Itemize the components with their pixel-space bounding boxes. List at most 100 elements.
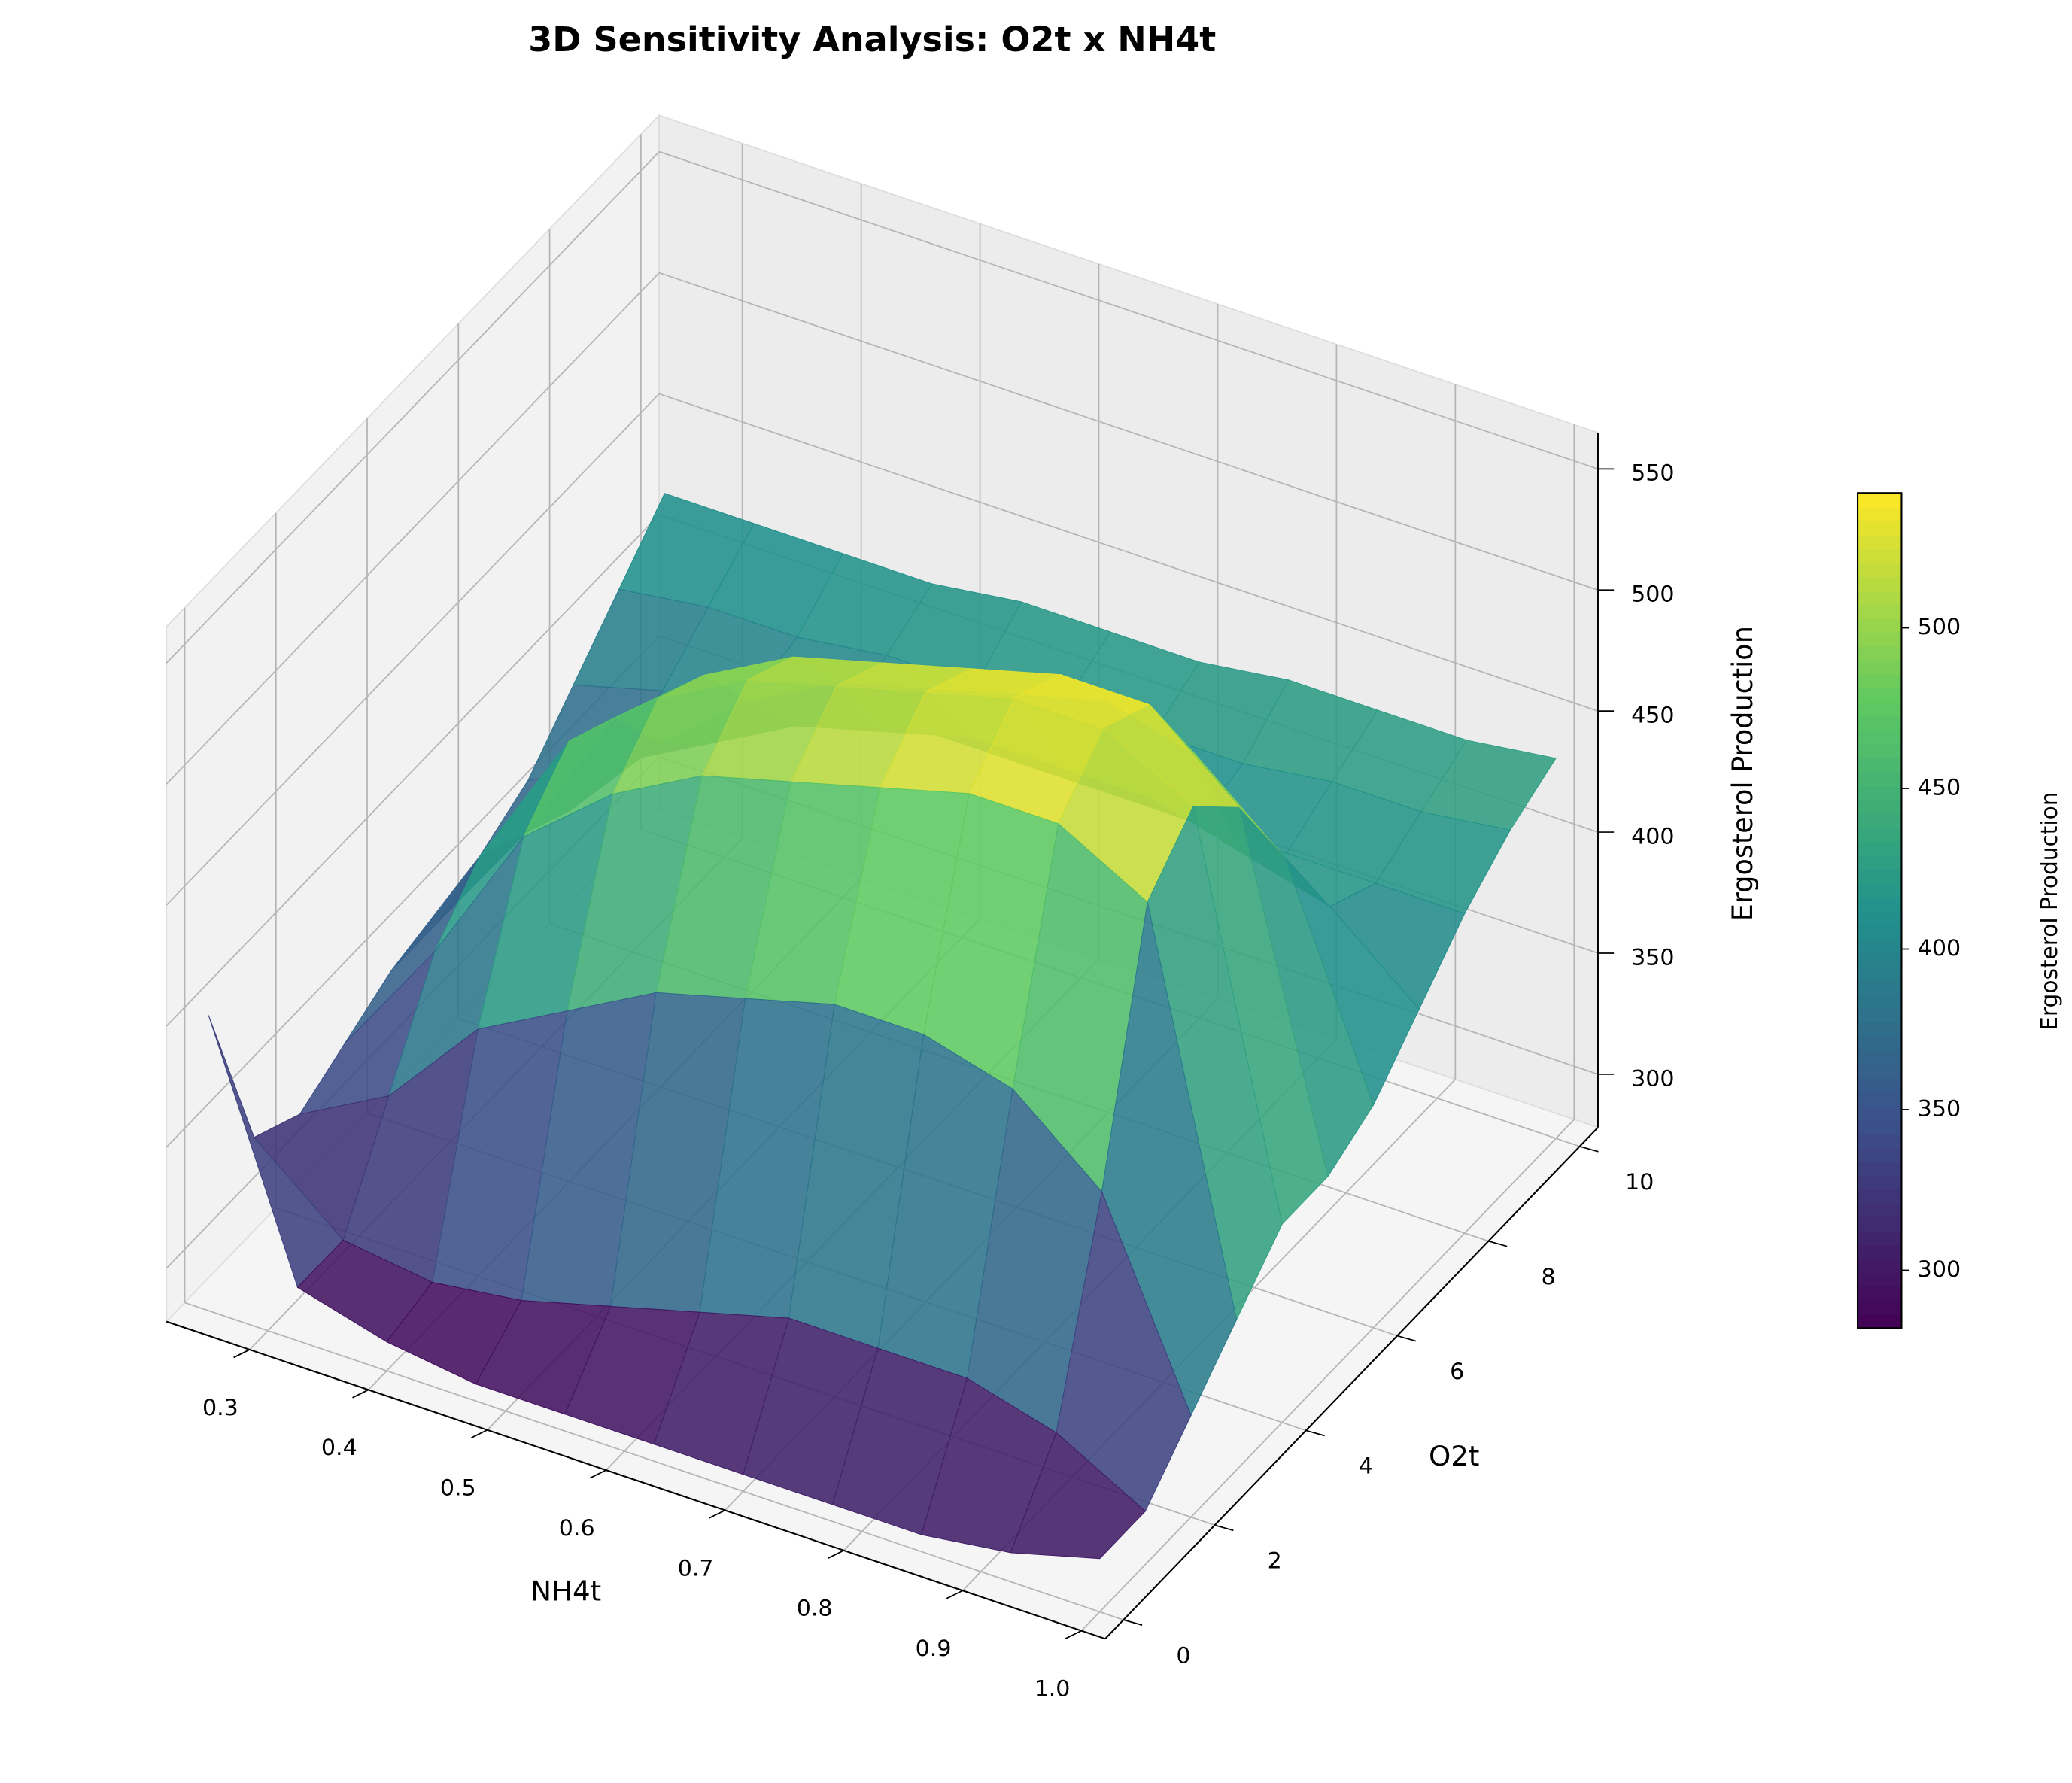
grid-line — [658, 150, 1599, 470]
z-tick-label: 550 — [1631, 460, 1674, 487]
colorbar-segment — [1858, 966, 1902, 981]
colorbar-segment — [1858, 1189, 1902, 1204]
x-tick — [827, 1550, 844, 1560]
colorbar-frame — [1856, 492, 1903, 1329]
colorbar-segment — [1858, 771, 1902, 786]
grid-line — [166, 272, 660, 785]
colorbar-segment — [1858, 729, 1902, 745]
colorbar-segment — [1858, 938, 1902, 953]
y-tick-label: 0 — [1176, 1643, 1190, 1669]
colorbar-segment — [1858, 757, 1902, 773]
grid-line — [658, 393, 1599, 712]
colorbar-tick-label: 350 — [1918, 1096, 1961, 1122]
y-tick — [1488, 1240, 1508, 1247]
colorbar-segment — [1858, 1147, 1902, 1162]
colorbar-segment — [1858, 534, 1902, 550]
colorbar-tick-label: 450 — [1918, 775, 1961, 801]
x-tick — [352, 1389, 369, 1399]
grid-line — [184, 1302, 1124, 1620]
colorbar-segment — [1858, 632, 1902, 647]
colorbar-tick-label: 400 — [1918, 935, 1961, 961]
colorbar-segment — [1858, 1258, 1902, 1274]
y-tick-label: 4 — [1359, 1453, 1373, 1480]
colorbar-segment — [1858, 813, 1902, 828]
colorbar-segment — [1858, 1300, 1902, 1315]
colorbar-segment — [1858, 1091, 1902, 1107]
y-tick-label: 10 — [1625, 1169, 1654, 1195]
colorbar-segment — [1858, 660, 1902, 675]
colorbar-segment — [1858, 590, 1902, 606]
colorbar-segment — [1858, 1077, 1902, 1092]
colorbar-segment — [1858, 799, 1902, 814]
colorbar-segment — [1858, 924, 1902, 940]
colorbar-segment — [1858, 743, 1902, 758]
x-tick-label: 0.6 — [559, 1515, 595, 1542]
z-tick-label: 400 — [1631, 824, 1674, 850]
colorbar-segment — [1858, 562, 1902, 578]
z-tick-label: 300 — [1631, 1065, 1674, 1092]
y-tick-label: 2 — [1268, 1548, 1282, 1575]
x-tick-label: 1.0 — [1034, 1676, 1071, 1703]
z-tick-label: 450 — [1631, 703, 1674, 729]
x-tick — [1065, 1630, 1082, 1639]
x-tick — [708, 1509, 725, 1519]
surface-patch — [1010, 1432, 1147, 1560]
colorbar-segment — [1858, 506, 1902, 522]
colorbar-segment — [1858, 1230, 1902, 1246]
z-tick-label: 350 — [1631, 945, 1674, 971]
colorbar-segment — [1858, 604, 1902, 619]
x-tick-label: 0.5 — [440, 1475, 476, 1502]
grid-line — [166, 514, 660, 1027]
colorbar-segment — [1858, 1174, 1902, 1190]
axis-line — [166, 1320, 1106, 1640]
colorbar-segment — [1858, 896, 1902, 912]
x-tick-label: 0.7 — [678, 1556, 714, 1582]
colorbar-segment — [1858, 1161, 1902, 1176]
y-tick — [1579, 1146, 1599, 1153]
y-tick-label: 6 — [1450, 1359, 1464, 1385]
colorbar-segment — [1858, 673, 1902, 689]
colorbar-segment — [1858, 1286, 1902, 1302]
grid-line — [658, 272, 1599, 591]
colorbar-segment — [1858, 1272, 1902, 1287]
colorbar-segment — [1858, 493, 1902, 508]
colorbar-segment — [1858, 1105, 1902, 1120]
colorbar-segment — [1858, 1049, 1902, 1065]
y-tick — [1123, 1619, 1143, 1626]
colorbar-segment — [1858, 645, 1902, 661]
colorbar-segment — [1858, 980, 1902, 995]
grid-line — [166, 393, 660, 906]
colorbar-segment — [1858, 1063, 1902, 1079]
y-tick — [1214, 1524, 1234, 1532]
colorbar-segment — [1858, 1202, 1902, 1218]
colorbar-tick-label: 300 — [1918, 1256, 1961, 1283]
colorbar-segment — [1858, 715, 1902, 731]
colorbar-segment — [1858, 1022, 1902, 1037]
colorbar-segment — [1858, 785, 1902, 800]
colorbar-segment — [1858, 882, 1902, 898]
grid-line — [166, 151, 660, 664]
x-axis-label: NH4t — [530, 1575, 601, 1608]
colorbar-label: Ergosterol Production — [2037, 791, 2063, 1030]
x-tick-label: 0.9 — [916, 1636, 952, 1662]
colorbar-segment — [1858, 521, 1902, 536]
colorbar-segment — [1858, 1119, 1902, 1134]
colorbar-segment — [1858, 1035, 1902, 1051]
colorbar-segment — [1858, 1244, 1902, 1259]
y-tick — [1396, 1335, 1417, 1342]
colorbar-segment — [1858, 701, 1902, 717]
colorbar-segment — [1858, 548, 1902, 563]
colorbar-segment — [1858, 994, 1902, 1009]
colorbar-segment — [1858, 1217, 1902, 1232]
chart-title: 3D Sensitivity Analysis: O2t x NH4t — [528, 20, 1216, 59]
x-tick-label: 0.8 — [797, 1596, 833, 1622]
y-tick — [1305, 1429, 1325, 1437]
colorbar-segment — [1858, 1133, 1902, 1148]
axis-line — [1104, 1126, 1599, 1640]
colorbar-segment — [1858, 1314, 1902, 1329]
x-tick — [233, 1349, 251, 1359]
y-tick-label: 8 — [1541, 1264, 1555, 1290]
x-tick — [471, 1429, 488, 1438]
x-tick-label: 0.3 — [202, 1395, 238, 1421]
